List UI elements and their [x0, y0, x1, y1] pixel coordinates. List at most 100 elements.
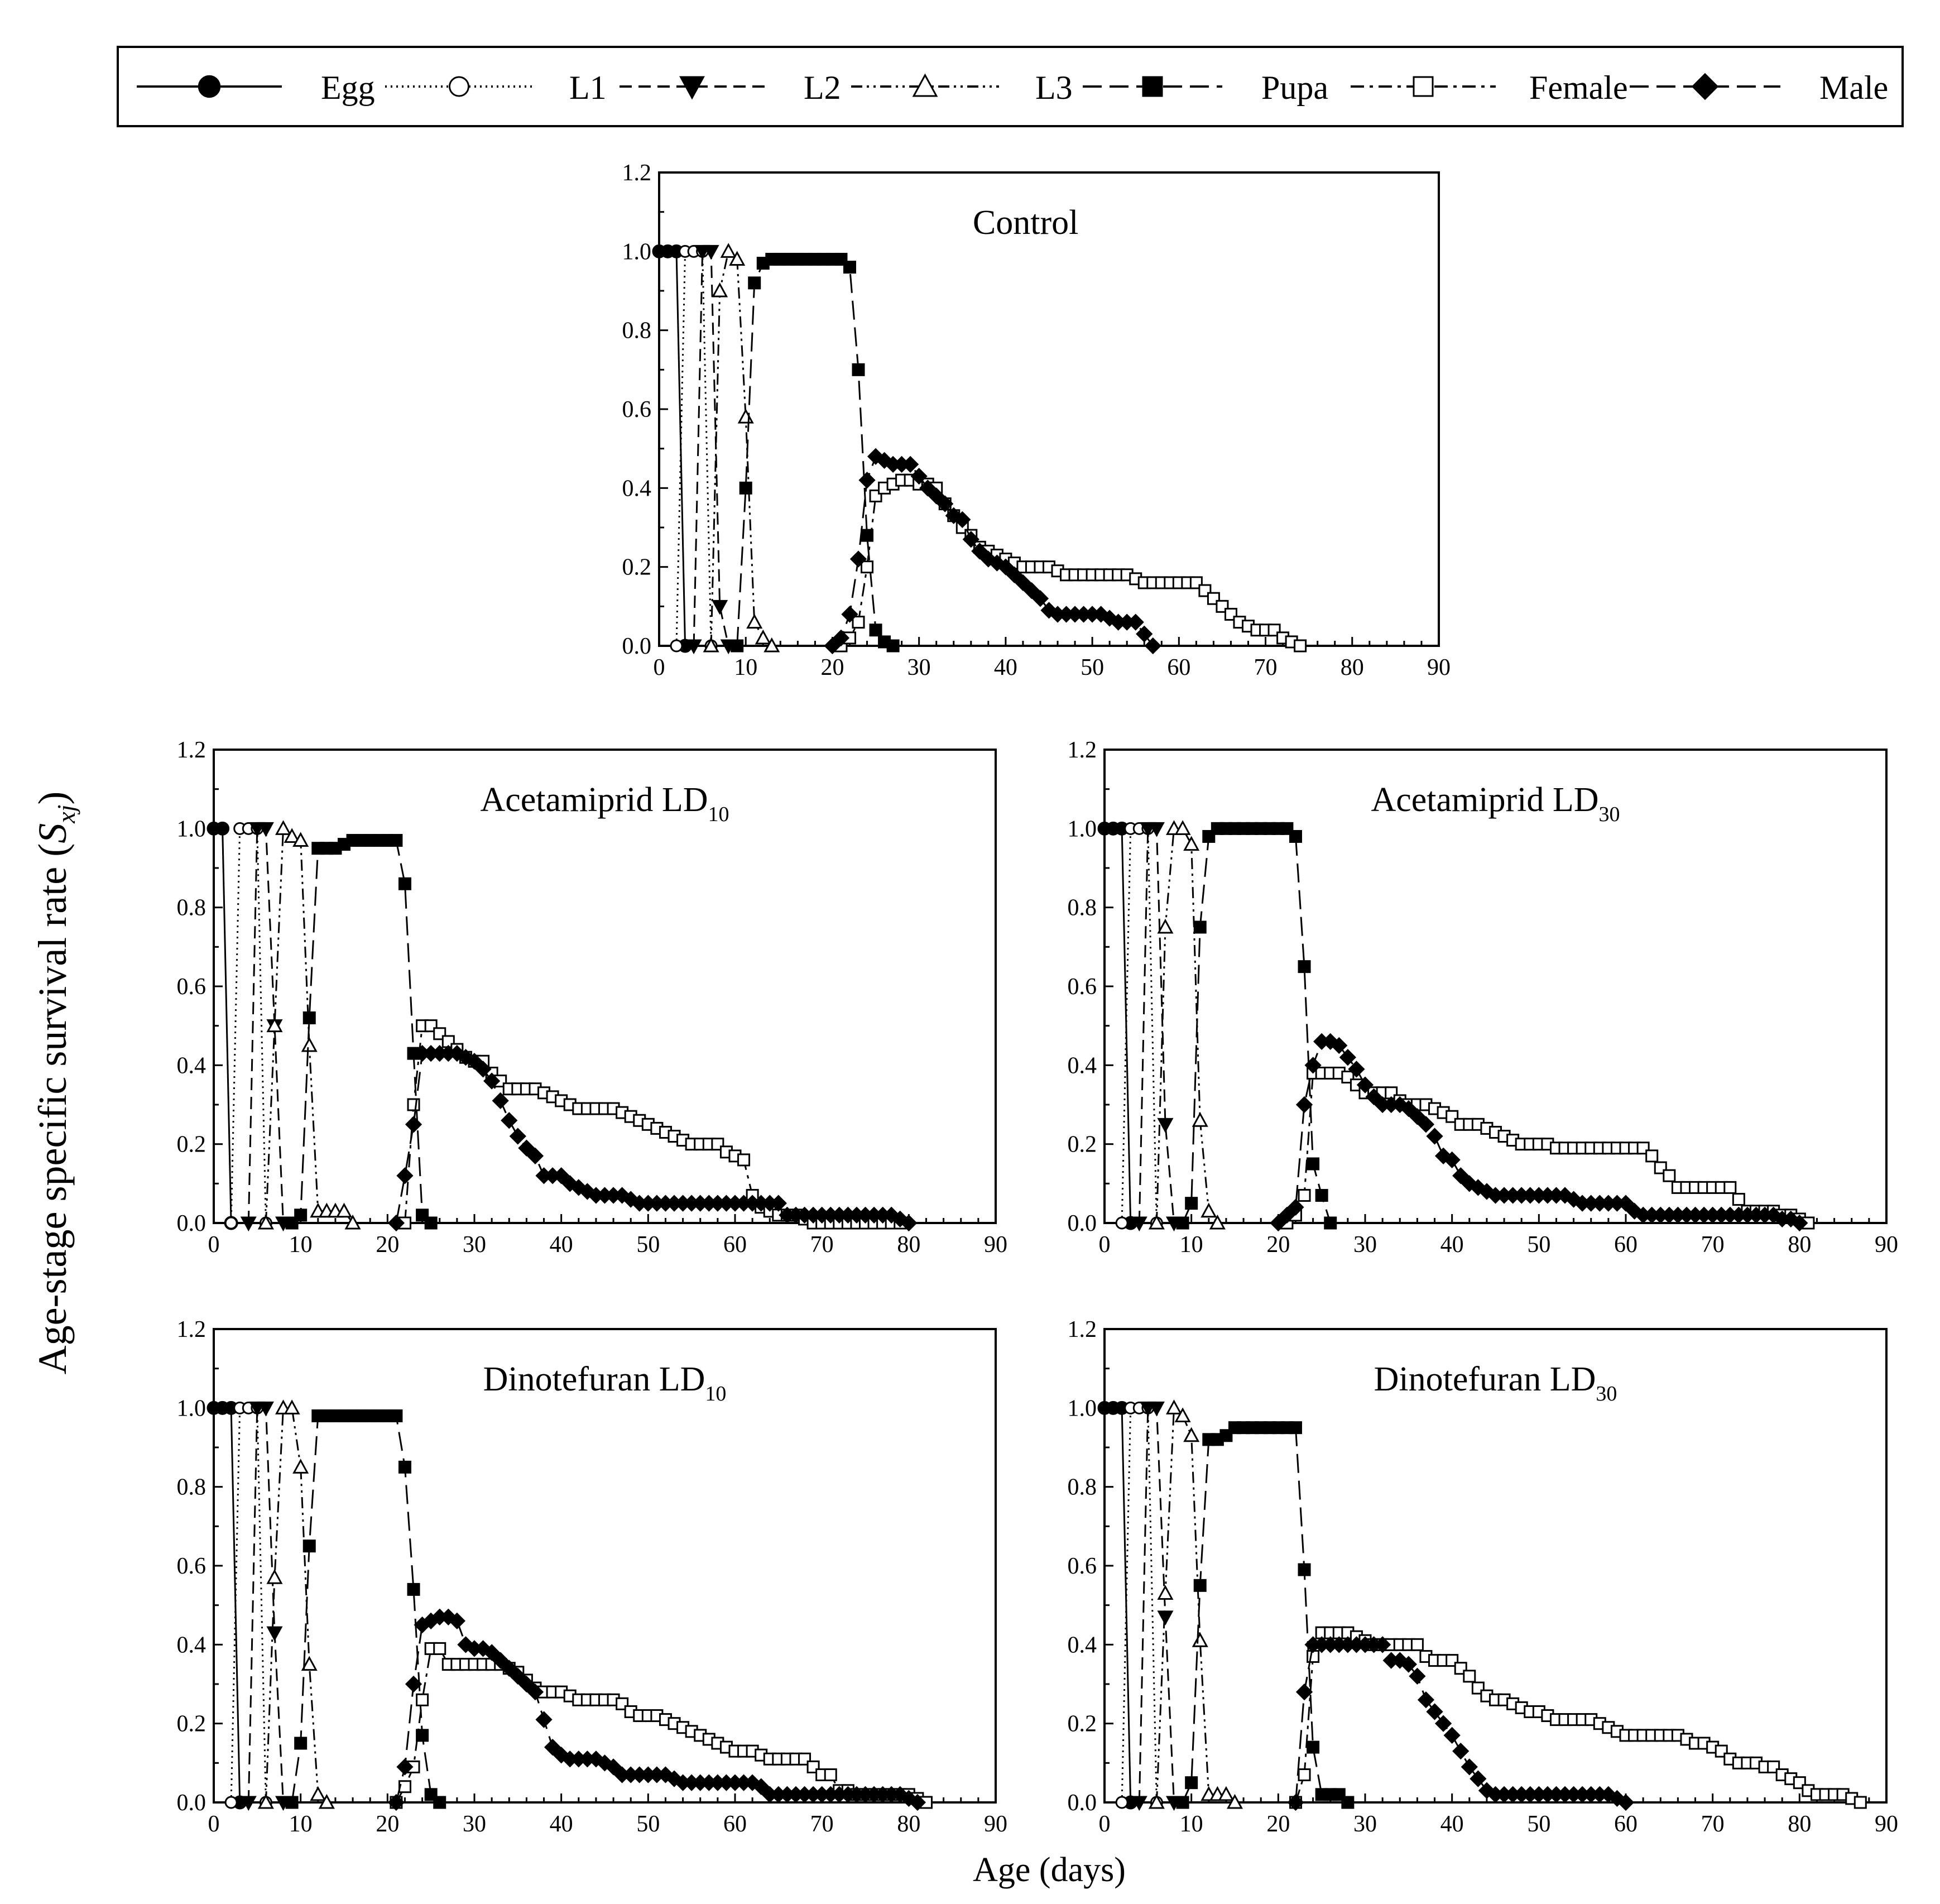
legend-label-female: Female	[1529, 69, 1628, 106]
data-point-female	[398, 1780, 411, 1793]
data-point-pupa	[294, 1208, 308, 1222]
x-axis-label: Age (days)	[973, 1851, 1126, 1889]
y-tick-label: 0.8	[1068, 895, 1097, 921]
data-point-male	[910, 468, 928, 485]
data-point-pupa	[302, 1539, 316, 1553]
data-point-l2	[240, 1796, 257, 1811]
legend-marker-l3	[912, 73, 938, 97]
x-tick-label: 50	[636, 1811, 660, 1837]
data-point-male	[1434, 1715, 1452, 1732]
data-point-l2	[685, 639, 702, 655]
data-point-female	[1410, 1638, 1424, 1651]
x-tick-label: 60	[1614, 1232, 1638, 1258]
data-point-pupa	[416, 1729, 429, 1742]
x-tick-label: 10	[1180, 1811, 1203, 1837]
series-male	[824, 448, 1161, 655]
data-point-l3	[1157, 918, 1174, 934]
data-point-pupa	[1289, 829, 1302, 843]
data-point-male	[1270, 1214, 1287, 1232]
data-point-male	[501, 1660, 518, 1677]
series-l2	[1131, 1401, 1183, 1811]
series-l3	[703, 243, 780, 653]
x-tick-label: 40	[1440, 1811, 1464, 1837]
data-point-pupa	[398, 877, 411, 890]
data-point-l3	[292, 1459, 309, 1474]
data-point-female	[433, 1642, 446, 1655]
series-l3	[257, 1399, 335, 1809]
data-point-male	[509, 1667, 526, 1685]
data-point-pupa	[731, 639, 744, 653]
data-point-pupa	[886, 639, 900, 653]
data-point-male	[962, 531, 979, 548]
data-point-pupa	[843, 261, 856, 274]
panel-5: 0 10 20 30 40 50 60 70 80 90 0.0 0.2 0.4 0.6 0.8 1.0 1.2…	[1068, 1317, 1899, 1837]
data-point-male	[971, 543, 988, 560]
data-point-l3	[729, 251, 746, 266]
y-tick-label: 1.2	[622, 160, 652, 186]
x-tick-label: 40	[994, 655, 1017, 680]
data-point-male	[387, 1793, 405, 1811]
series-pupa	[285, 834, 438, 1230]
data-point-male	[841, 606, 858, 623]
series-pupa	[285, 1409, 446, 1809]
y-tick-label: 1.2	[1068, 1317, 1097, 1342]
data-point-male	[752, 1778, 770, 1795]
data-point-female	[407, 1098, 420, 1111]
data-point-l3	[1201, 1202, 1217, 1218]
panel-4: 0 10 20 30 40 50 60 70 80 90 0.0 0.2 0.4 0.6 0.8 1.0 1.2…	[177, 1317, 1008, 1837]
data-point-pupa	[1341, 1796, 1355, 1809]
data-point-l3	[1157, 1585, 1174, 1600]
series-line-pupa	[291, 840, 432, 1224]
data-point-male	[535, 1711, 553, 1728]
x-tick-label: 20	[376, 1232, 399, 1258]
data-point-male	[526, 1147, 544, 1164]
x-tick-label: 90	[1875, 1232, 1898, 1258]
data-point-female	[861, 560, 874, 574]
x-tick-label: 60	[1614, 1811, 1638, 1837]
data-point-pupa	[1289, 1421, 1302, 1435]
x-tick-label: 20	[820, 655, 844, 680]
data-point-male	[526, 1684, 544, 1701]
series-l3	[257, 820, 361, 1230]
data-point-l2	[1131, 1216, 1147, 1232]
series-pupa	[731, 252, 900, 653]
y-tick-label: 0.6	[1068, 974, 1097, 1000]
data-point-male	[954, 511, 971, 528]
data-point-l3	[720, 243, 737, 258]
x-tick-label: 0	[208, 1811, 220, 1837]
x-tick-label: 80	[897, 1811, 920, 1837]
y-tick-label: 0.2	[622, 555, 652, 581]
data-point-l3	[1183, 836, 1200, 851]
y-tick-label: 1.0	[1068, 816, 1097, 842]
y-tick-label: 0.4	[177, 1053, 207, 1078]
y-tick-label: 0.2	[1068, 1711, 1097, 1737]
legend: Egg L1 L2 L3 Pupa Female Male	[117, 46, 1904, 127]
y-tick-label: 0.2	[177, 1711, 207, 1737]
data-point-male	[405, 1675, 422, 1693]
y-tick-label: 1.0	[177, 816, 207, 842]
panel-title-subscript: 30	[1596, 1382, 1617, 1406]
x-tick-label: 30	[1353, 1232, 1377, 1258]
panel-title-text: Acetamiprid LD	[1371, 781, 1598, 819]
data-point-male	[1443, 1151, 1461, 1169]
series-line-l3	[1155, 827, 1218, 1224]
data-point-pupa	[1185, 1197, 1198, 1210]
data-point-l3	[1174, 1407, 1191, 1422]
data-point-male	[553, 1167, 570, 1184]
data-point-l3	[1226, 1793, 1243, 1809]
panel-title-subscript: 10	[705, 1382, 726, 1406]
data-point-male	[465, 1053, 483, 1070]
data-point-l3	[292, 832, 309, 847]
panel-3: 0 10 20 30 40 50 60 70 80 90 0.0 0.2 0.4 0.6 0.8 1.0 1.2…	[1068, 737, 1899, 1258]
legend-item-l3: L3	[851, 69, 1073, 106]
data-point-l3	[318, 1793, 335, 1809]
data-point-pupa	[433, 1796, 446, 1809]
y-tick-label: 1.0	[622, 239, 652, 265]
data-point-l3	[703, 637, 719, 653]
legend-item-pupa: Pupa	[1083, 69, 1328, 106]
data-point-male	[492, 1652, 509, 1669]
y-tick-label: 0.4	[622, 476, 652, 501]
panel-title-text: Control	[973, 204, 1078, 242]
data-point-male	[858, 472, 876, 489]
y-tick-label: 0.6	[177, 1553, 207, 1579]
